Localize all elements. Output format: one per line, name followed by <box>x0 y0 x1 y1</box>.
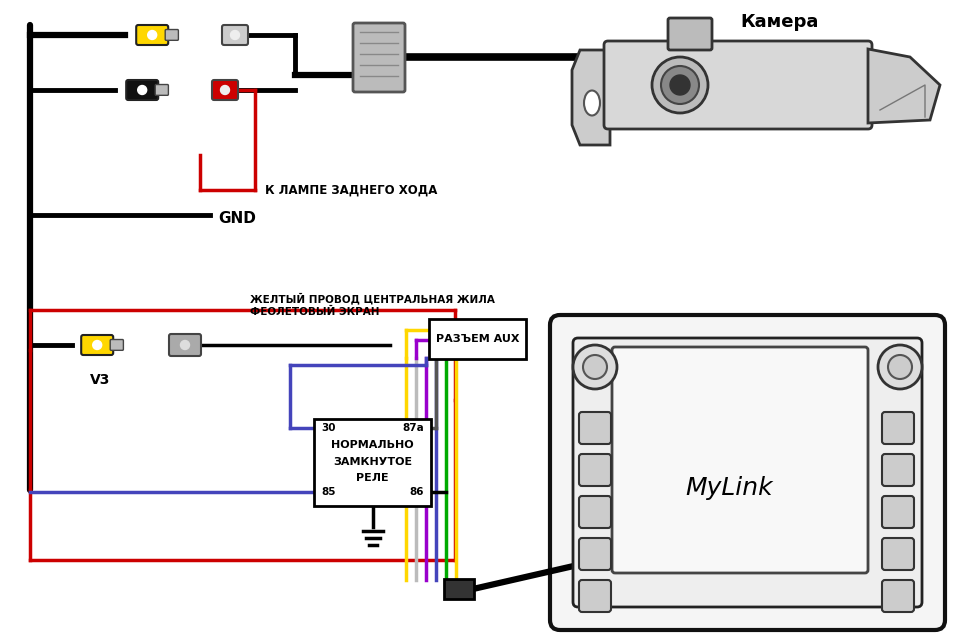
FancyBboxPatch shape <box>169 334 201 356</box>
FancyBboxPatch shape <box>429 319 526 359</box>
Text: V3: V3 <box>90 373 110 387</box>
Circle shape <box>221 86 229 95</box>
Circle shape <box>661 66 699 104</box>
Circle shape <box>878 345 922 389</box>
Circle shape <box>180 341 189 350</box>
Circle shape <box>670 75 690 95</box>
FancyBboxPatch shape <box>165 29 179 40</box>
Text: ЗАМКНУТОЕ: ЗАМКНУТОЕ <box>333 457 412 467</box>
Ellipse shape <box>584 91 600 116</box>
Text: 87a: 87a <box>402 423 424 433</box>
FancyBboxPatch shape <box>444 579 474 599</box>
FancyBboxPatch shape <box>82 335 113 355</box>
Circle shape <box>148 31 156 40</box>
FancyBboxPatch shape <box>579 412 611 444</box>
Text: 86: 86 <box>410 487 424 497</box>
Text: ФЕОЛЕТОВЫЙ ЭКРАН: ФЕОЛЕТОВЫЙ ЭКРАН <box>250 307 379 317</box>
Text: GND: GND <box>218 210 256 226</box>
Circle shape <box>573 345 617 389</box>
FancyBboxPatch shape <box>579 538 611 570</box>
Polygon shape <box>572 50 610 145</box>
Text: РЕЛЕ: РЕЛЕ <box>356 473 389 483</box>
FancyBboxPatch shape <box>882 412 914 444</box>
FancyBboxPatch shape <box>156 84 168 95</box>
FancyBboxPatch shape <box>353 23 405 92</box>
Text: MyLink: MyLink <box>685 475 774 500</box>
FancyBboxPatch shape <box>882 538 914 570</box>
FancyBboxPatch shape <box>110 339 124 350</box>
FancyBboxPatch shape <box>612 347 868 573</box>
Text: РАЗЪЕМ AUX: РАЗЪЕМ AUX <box>436 334 519 344</box>
Text: ЖЕЛТЫЙ ПРОВОД ЦЕНТРАЛЬНАЯ ЖИЛА: ЖЕЛТЫЙ ПРОВОД ЦЕНТРАЛЬНАЯ ЖИЛА <box>250 292 494 304</box>
FancyBboxPatch shape <box>579 496 611 528</box>
Text: НОРМАЛЬНО: НОРМАЛЬНО <box>331 440 414 450</box>
Text: 85: 85 <box>321 487 335 497</box>
Circle shape <box>137 86 147 95</box>
FancyBboxPatch shape <box>126 80 158 100</box>
Circle shape <box>652 57 708 113</box>
FancyBboxPatch shape <box>604 41 872 129</box>
Text: 30: 30 <box>321 423 335 433</box>
FancyBboxPatch shape <box>136 25 168 45</box>
FancyBboxPatch shape <box>314 419 431 506</box>
FancyBboxPatch shape <box>882 496 914 528</box>
Polygon shape <box>868 49 940 123</box>
FancyBboxPatch shape <box>573 338 922 607</box>
FancyBboxPatch shape <box>222 25 248 45</box>
Text: К ЛАМПЕ ЗАДНЕГО ХОДА: К ЛАМПЕ ЗАДНЕГО ХОДА <box>265 183 438 197</box>
FancyBboxPatch shape <box>668 18 712 50</box>
Circle shape <box>888 355 912 379</box>
Circle shape <box>230 31 239 40</box>
FancyBboxPatch shape <box>212 80 238 100</box>
Circle shape <box>93 341 102 350</box>
Text: Камера: Камера <box>741 13 819 31</box>
Circle shape <box>583 355 607 379</box>
FancyBboxPatch shape <box>882 454 914 486</box>
FancyBboxPatch shape <box>579 454 611 486</box>
FancyBboxPatch shape <box>579 580 611 612</box>
FancyBboxPatch shape <box>550 315 945 630</box>
FancyBboxPatch shape <box>882 580 914 612</box>
